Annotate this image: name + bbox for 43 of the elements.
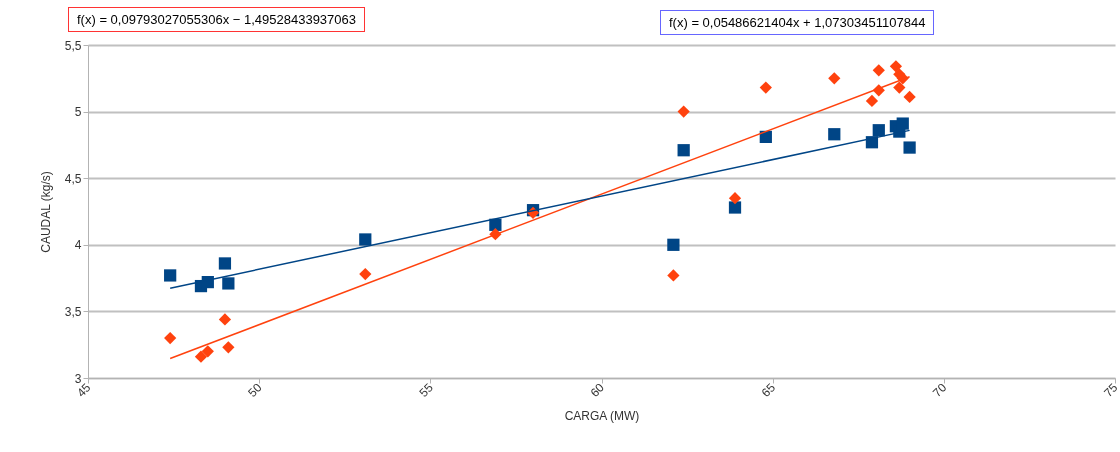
x-axis-title: CARGA (MW) — [564, 409, 640, 424]
text: f(x) = 0,05486621404x + 1,07303451107844 — [660, 10, 935, 35]
y-tick-label: 4 — [74, 238, 82, 253]
point — [677, 105, 690, 118]
y-tick-label: 4,5 — [64, 171, 82, 186]
point — [667, 269, 680, 282]
point — [218, 257, 232, 270]
x-tick-label: 50 — [245, 380, 265, 400]
point — [872, 124, 885, 137]
point — [359, 233, 372, 246]
point — [759, 81, 772, 94]
point — [164, 331, 177, 345]
point — [872, 64, 885, 77]
point — [893, 81, 906, 94]
point — [903, 90, 916, 104]
point — [194, 350, 208, 363]
x-tick-label: 75 — [1101, 380, 1120, 400]
x-tick-label: 55 — [416, 380, 437, 400]
point — [677, 144, 690, 157]
y-tick-label: 5 — [74, 105, 82, 120]
point — [889, 60, 903, 73]
point — [828, 72, 841, 85]
x-tick-label: 60 — [587, 380, 608, 400]
y-tick-label: 3 — [74, 371, 82, 386]
point — [222, 277, 235, 290]
point — [865, 94, 879, 108]
point — [218, 313, 232, 326]
point — [667, 238, 680, 251]
point — [903, 141, 916, 154]
point — [828, 128, 841, 141]
point — [201, 345, 214, 358]
point — [164, 269, 177, 282]
point — [359, 267, 372, 281]
point — [728, 192, 742, 205]
x-tick-label: 70 — [929, 380, 950, 400]
y-axis-title: CAUDAL (kg/s) — [38, 171, 53, 253]
point — [728, 201, 742, 214]
point — [896, 117, 909, 130]
y-tick-label: 3,5 — [64, 304, 82, 319]
x-tick-label: 65 — [758, 380, 779, 400]
point — [222, 341, 235, 354]
y-tick-label: 5,5 — [64, 38, 82, 53]
text: f(x) = 0,09793027055306x − 1,49528433937063 — [68, 7, 366, 32]
